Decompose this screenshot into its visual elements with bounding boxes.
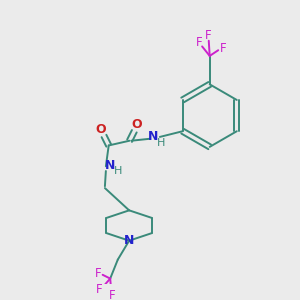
- Text: F: F: [94, 267, 101, 280]
- Text: F: F: [95, 284, 102, 296]
- Text: N: N: [124, 234, 134, 247]
- Text: F: F: [220, 42, 226, 55]
- Text: F: F: [205, 28, 211, 42]
- Text: N: N: [104, 159, 115, 172]
- Text: F: F: [196, 36, 202, 49]
- Text: O: O: [96, 123, 106, 136]
- Text: H: H: [114, 166, 122, 176]
- Text: H: H: [157, 138, 165, 148]
- Text: O: O: [132, 118, 142, 131]
- Text: N: N: [148, 130, 158, 143]
- Text: F: F: [109, 289, 116, 300]
